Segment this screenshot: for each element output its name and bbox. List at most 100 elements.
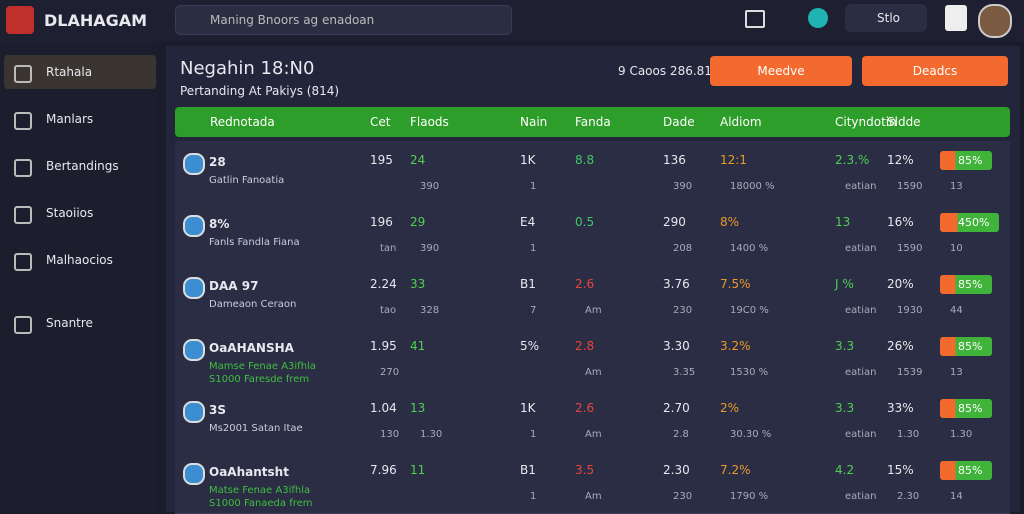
cell-value: 8.8 — [575, 153, 595, 167]
cell-value: 1.04 — [370, 401, 397, 415]
cell-value: 33% — [887, 401, 914, 415]
cell-sub: Am — [585, 491, 602, 502]
nav-item[interactable]: Bertandings — [4, 149, 156, 183]
row-sub: S1000 Faresde frem — [209, 374, 310, 385]
cell-value: 3.2% — [720, 339, 751, 353]
cell-value: 12:1 — [720, 153, 747, 167]
cell-value: 0.5 — [575, 215, 595, 229]
cell-sub: 1.30 — [420, 429, 443, 440]
cell-value: 7.5% — [720, 277, 751, 291]
cell-sub: 230 — [673, 305, 693, 316]
badge[interactable]: 85% — [940, 275, 993, 294]
table-row[interactable]: DAA 97 Dameaon Ceraon 2.24 tao 33 328 B1 7 2.6 Am… — [175, 265, 1010, 328]
cell-value: 3.5 — [575, 463, 595, 477]
table-row[interactable]: OaAhantsht Matse Fenae A3ifhla S1000 Fanae… — [175, 451, 1010, 514]
cell-sub: 18000 % — [730, 181, 775, 192]
cell-sub: 1590 — [897, 181, 923, 192]
row-icon — [183, 277, 205, 299]
cell-value: 5% — [520, 339, 540, 353]
icon[interactable] — [945, 5, 967, 31]
cell-sub: 13 — [950, 367, 963, 378]
badge[interactable]: 450% — [940, 213, 1000, 232]
nav-item[interactable]: Rtahala — [4, 55, 156, 89]
nav-icon — [14, 316, 32, 334]
cell-value: J % — [835, 277, 854, 291]
row-sub: Ms2001 Satan Itae — [209, 423, 303, 434]
cell-sub: 3.35 — [673, 367, 696, 378]
cell-sub: 19C0 % — [730, 305, 769, 316]
row-icon — [183, 153, 205, 175]
cell-value: 24 — [410, 153, 426, 167]
nav-item[interactable]: Manlars — [4, 102, 156, 136]
cell-sub: 390 — [673, 181, 693, 192]
row-icon — [183, 339, 205, 361]
search-placeholder: Mаning Bnoors ag enadoan — [210, 13, 375, 27]
cell-sub: eatian — [845, 367, 877, 378]
nav-item[interactable]: Staoiios — [4, 196, 156, 230]
row-sub: Matse Fenae A3ifhla — [209, 485, 311, 496]
nav-icon — [14, 159, 32, 177]
badge[interactable]: 85% — [940, 399, 993, 418]
column-header: Sldde — [887, 115, 921, 129]
cell-sub: 390 — [420, 243, 440, 254]
cell-value: 1.95 — [370, 339, 397, 353]
dropdown-label: Stlo — [877, 11, 900, 25]
button[interactable]: Meedve — [710, 56, 852, 86]
logo: DLAHAGAM — [44, 11, 148, 30]
nav-item[interactable]: Malhaocios — [4, 243, 156, 277]
cell-sub: 1400 % — [730, 243, 769, 254]
cell-sub: 1 — [530, 491, 537, 502]
cell-value: 2.8 — [575, 339, 595, 353]
nav-item[interactable]: Snantre — [4, 306, 156, 340]
nav-label: Rtahala — [46, 65, 93, 79]
cell-sub: 208 — [673, 243, 693, 254]
row-icon — [183, 215, 205, 237]
dropdown[interactable]: Stlo — [845, 4, 927, 32]
cell-sub: 328 — [420, 305, 440, 316]
nav-label: Malhaocios — [46, 253, 113, 267]
row-icon — [183, 463, 205, 485]
avatar[interactable] — [978, 4, 1012, 38]
icon[interactable] — [808, 8, 828, 28]
cell-sub: 1 — [530, 429, 537, 440]
cell-value: 196 — [370, 215, 393, 229]
cell-value: 2.6 — [575, 277, 595, 291]
column-header: Cet — [370, 115, 391, 129]
cell-value: 13 — [835, 215, 851, 229]
row-sub: Mamse Fenae A3ifhla — [209, 361, 316, 372]
table-row[interactable]: 8% Fanls Fandla Fiana 196 tan 29 390 E4 1 0.5 290… — [175, 203, 1010, 266]
cell-sub: 1.30 — [950, 429, 973, 440]
cell-value: 7.96 — [370, 463, 397, 477]
cell-value: 33 — [410, 277, 426, 291]
row-name: 8% — [209, 217, 230, 231]
badge[interactable]: 85% — [940, 337, 993, 356]
cell-sub: tao — [380, 305, 397, 316]
badge[interactable]: 85% — [940, 461, 993, 480]
button[interactable]: Deadcs — [862, 56, 1008, 86]
row-name: OaAhantsht — [209, 465, 289, 479]
cell-value: 136 — [663, 153, 686, 167]
table-row[interactable]: 28 Gatlin Fanoatia 195 24 390 1K 1 8.8 136 390 12:… — [175, 141, 1010, 204]
search-box[interactable]: Mаning Bnoors ag enadoan — [175, 5, 512, 35]
cell-sub: Am — [585, 429, 602, 440]
column-header: Cityndotin — [835, 115, 897, 129]
cell-value: 195 — [370, 153, 393, 167]
icon[interactable] — [745, 10, 765, 28]
cell-sub: eatian — [845, 491, 877, 502]
cell-value: B1 — [520, 277, 536, 291]
cell-value: 290 — [663, 215, 686, 229]
column-header: Rednotada — [210, 115, 275, 129]
nav-icon — [14, 112, 32, 130]
cell-sub: tan — [380, 243, 397, 254]
badge[interactable]: 85% — [940, 151, 993, 170]
table-row[interactable]: OaAHANSHA Mamse Fenae A3ifhla S1000 Faresd… — [175, 327, 1010, 390]
row-sub: Fanls Fandla Fiana — [209, 237, 300, 248]
column-header: Fanda — [575, 115, 611, 129]
table-row[interactable]: 3S Ms2001 Satan Itae 1.04 130 13 1.30 1K 1 2.6 Am… — [175, 389, 1010, 452]
cell-value: 2.6 — [575, 401, 595, 415]
cell-sub: 10 — [950, 243, 963, 254]
cell-sub: 14 — [950, 491, 963, 502]
cell-sub: 390 — [420, 181, 440, 192]
row-sub: S1000 Fanaeda frem — [209, 498, 313, 509]
